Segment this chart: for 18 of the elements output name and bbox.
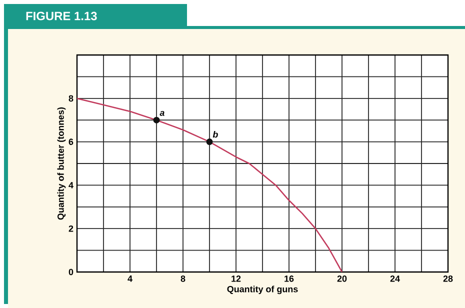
x-tick-label: 8 <box>180 276 186 282</box>
y-tick-label: 6 <box>68 138 74 145</box>
annotation: b <box>212 131 218 138</box>
chart-title: FIGURE 1.13 <box>26 12 97 20</box>
y-axis-title: Quantity of butter (tonnes) <box>57 107 66 220</box>
y-tick-label: 4 <box>68 182 74 188</box>
x-tick-label: 24 <box>390 276 400 282</box>
y-tick-label: 0 <box>68 268 74 276</box>
x-tick-label: 12 <box>232 276 241 282</box>
y-tick-label: 2 <box>68 225 74 232</box>
x-tick-label: 4 <box>128 276 132 282</box>
x-axis-title: Quantity of guns <box>227 286 298 294</box>
annotation: a <box>160 111 164 116</box>
x-tick-label: 16 <box>284 276 294 282</box>
y-tick-label: 8 <box>68 95 74 102</box>
line-series <box>77 98 343 272</box>
x-tick-label: 28 <box>443 276 453 282</box>
x-tick-label: 20 <box>337 276 347 282</box>
